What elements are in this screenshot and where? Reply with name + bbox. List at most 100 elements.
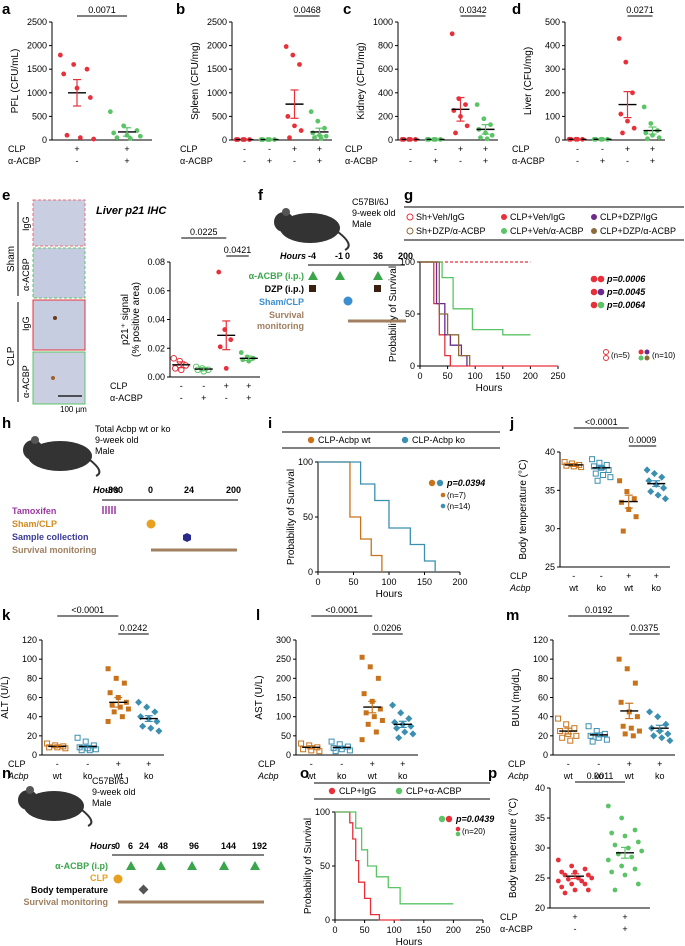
- data-point: [484, 136, 490, 142]
- y-tick-label: 200: [276, 673, 291, 683]
- time-tick: 24: [184, 485, 194, 495]
- data-point: [648, 121, 654, 126]
- p-value: <0.0001: [325, 605, 358, 615]
- group-label: +: [650, 156, 655, 166]
- data-point: [114, 135, 120, 141]
- data-point: [582, 881, 588, 887]
- legend-marker: [591, 228, 597, 234]
- group-label: +: [650, 144, 655, 154]
- y-tick-label: 0.00: [147, 372, 165, 382]
- group-label: ko: [83, 771, 93, 781]
- y-tick-label: 100: [315, 807, 330, 817]
- panel-label-d: d: [512, 1, 521, 18]
- data-point: [618, 699, 624, 705]
- group-label: wt: [52, 771, 62, 781]
- data-point: [664, 730, 672, 738]
- legend-entry: CLP+Veh/α-ACBP: [510, 226, 584, 236]
- data-point: [609, 869, 615, 875]
- panel-label-a: a: [2, 1, 11, 18]
- x-tick-label: 0: [417, 371, 422, 381]
- time-tick: 200: [398, 251, 413, 261]
- data-point: [563, 462, 570, 469]
- panel-b-scatter: 0 500 1000 1500 2000 2500 Spleen (CFU/mg) - - - + +…: [180, 5, 332, 166]
- data-point: [609, 830, 615, 836]
- group-label: ko: [655, 771, 665, 781]
- data-point: [589, 875, 595, 881]
- p-marker: [445, 815, 453, 823]
- x-tick-label: 250: [475, 925, 490, 935]
- data-point: [589, 456, 596, 463]
- p-value: p=0.0064: [606, 300, 645, 310]
- data-point: [555, 878, 561, 884]
- legend-marker: [501, 228, 507, 234]
- group-label: +: [124, 144, 129, 154]
- y-tick-label: 0: [42, 135, 47, 145]
- p-value: p=0.0045: [606, 287, 646, 297]
- y-axis-label: Probability of Survival: [388, 266, 399, 362]
- mouse-strain: C57Bl/6J: [352, 197, 389, 207]
- group-label: -: [293, 156, 296, 166]
- surgery-marker: [146, 519, 156, 529]
- y-tick-label: 60: [538, 693, 548, 703]
- y-tick-label: 500: [212, 111, 227, 121]
- data-point: [367, 664, 373, 670]
- y-tick-label: 120: [22, 635, 37, 645]
- x-axis-label: Hours: [376, 589, 403, 600]
- x-tick-label: 200: [523, 371, 538, 381]
- group-label: +: [317, 144, 322, 154]
- data-point: [636, 728, 642, 734]
- y-axis-label: ALT (U/L): [0, 676, 11, 718]
- y-tick-label: 100: [545, 111, 560, 121]
- data-point: [573, 732, 580, 739]
- data-point: [618, 111, 624, 117]
- survival-curve: [318, 461, 383, 572]
- x-tick-label: 250: [550, 371, 565, 381]
- row-label: α-ACBP: [110, 393, 143, 403]
- group-label: -: [180, 393, 183, 403]
- data-point: [555, 715, 562, 722]
- mouse-sex: Male: [95, 446, 115, 456]
- group-label: -: [572, 571, 575, 581]
- data-point: [78, 747, 85, 754]
- y-tick-label: 100: [298, 457, 313, 467]
- data-point: [121, 123, 127, 129]
- data-point: [620, 130, 625, 136]
- p-value: 0.0468: [293, 5, 321, 15]
- row-label: CLP: [345, 144, 363, 154]
- row-survival: Survival monitoring: [23, 897, 108, 907]
- legend-entry: CLP+DZP/α-ACBP: [600, 226, 676, 236]
- legend-marker: [406, 227, 414, 235]
- group-label: +: [458, 144, 463, 154]
- data-point: [453, 130, 458, 136]
- data-point: [622, 872, 628, 878]
- data-point: [57, 52, 63, 58]
- mouse-strain: C57Bl/6J: [92, 776, 129, 786]
- data-point: [74, 734, 81, 741]
- row-label: α-ACBP: [8, 156, 41, 166]
- y-tick-label: 50: [320, 861, 330, 871]
- data-point: [646, 708, 654, 716]
- row-label: CLP: [110, 381, 128, 391]
- group-label: ko: [651, 583, 661, 593]
- data-point: [474, 102, 480, 107]
- data-point: [61, 71, 67, 77]
- panel-j-scatter: 25 30 35 40 Body temperature (°C) - wt - ko + wt + k…: [509, 417, 670, 593]
- n-marker: [638, 355, 644, 361]
- y-tick-label: 40: [538, 712, 548, 722]
- data-point: [631, 125, 637, 131]
- p-value: 0.0225: [190, 227, 218, 237]
- row-sample: Sample collection: [12, 532, 89, 542]
- y-axis-label: Liver (CFU/mg): [523, 47, 534, 115]
- p-marker: [590, 288, 598, 296]
- data-point: [371, 714, 377, 720]
- hours-label: Hours: [280, 251, 306, 261]
- group-label: -: [409, 144, 412, 154]
- data-point: [46, 744, 53, 751]
- y-tick-label: 0: [388, 135, 393, 145]
- group-label: wt: [568, 583, 578, 593]
- p-marker: [438, 815, 446, 823]
- group-label: -: [340, 759, 343, 769]
- data-point: [565, 876, 571, 882]
- p-value: 0.0206: [374, 623, 402, 633]
- data-point: [153, 717, 161, 725]
